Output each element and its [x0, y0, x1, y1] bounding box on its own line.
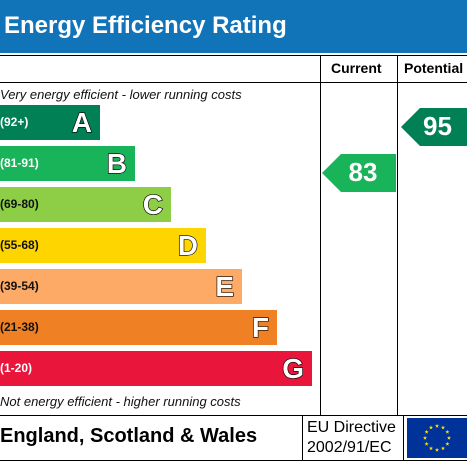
bottom-efficiency-note: Not energy efficient - higher running co… — [0, 394, 241, 409]
band-range: (55-68) — [0, 238, 39, 252]
band-letter: C — [142, 188, 164, 220]
eu-star — [440, 425, 446, 430]
current-arrow-shape — [322, 154, 396, 192]
band-e: (39-54) E — [0, 269, 242, 304]
footer-bottom-rule — [0, 460, 467, 461]
current-column-divider — [320, 55, 321, 416]
chart-title: Energy Efficiency Rating — [4, 12, 287, 39]
current-rating-value: 83 — [348, 157, 378, 187]
potential-column-header: Potential — [404, 60, 464, 76]
eu-star — [446, 435, 452, 440]
band-range: (69-80) — [0, 197, 39, 211]
potential-rating-value: 95 — [423, 111, 452, 141]
potential-column-divider — [397, 55, 398, 416]
footer-divider-1 — [302, 415, 303, 461]
band-a: (92+) A — [0, 105, 100, 140]
band-d: (55-68) D — [0, 228, 206, 263]
header-bottom-rule — [0, 82, 467, 83]
band-g: (1-20) G — [0, 351, 312, 386]
band-letter: D — [177, 229, 199, 261]
region-label: England, Scotland & Wales — [0, 425, 258, 447]
eu-star — [445, 429, 450, 434]
band-range: (81-91) — [0, 156, 39, 170]
eu-star — [424, 429, 429, 434]
current-column-header: Current — [331, 60, 382, 76]
eu-star — [422, 435, 428, 440]
band-c: (69-80) C — [0, 187, 171, 222]
eu-star — [428, 425, 434, 430]
footer-top-rule — [0, 415, 467, 416]
band-letter: G — [282, 352, 305, 384]
eu-star — [424, 441, 429, 446]
band-letter: B — [106, 147, 128, 179]
current-rating-arrow: 83 — [322, 154, 396, 192]
band-letter: A — [71, 106, 93, 138]
header-top-rule — [0, 55, 467, 56]
eu-directive-line2: 2002/91/EC — [307, 439, 392, 456]
band-f: (21-38) F — [0, 310, 277, 345]
footer-divider-2 — [403, 415, 404, 461]
band-range: (39-54) — [0, 279, 39, 293]
band-letter: F — [251, 311, 269, 343]
top-efficiency-note: Very energy efficient - lower running co… — [0, 87, 242, 102]
eu-star — [434, 447, 440, 452]
band-range: (92+) — [0, 115, 29, 129]
band-letter: E — [215, 270, 235, 302]
band-b: (81-91) B — [0, 146, 135, 181]
eu-star — [445, 441, 450, 446]
eu-star — [434, 423, 440, 428]
eu-star — [428, 446, 434, 451]
eu-flag-icon — [407, 418, 467, 463]
band-range: (1-20) — [0, 361, 33, 375]
eu-star — [440, 446, 446, 451]
potential-arrow-shape — [401, 108, 467, 146]
band-range: (21-38) — [0, 320, 39, 334]
potential-rating-arrow: 95 — [401, 108, 467, 146]
eu-directive-line1: EU Directive — [307, 419, 396, 436]
title-bar: Energy Efficiency Rating — [0, 0, 467, 53]
